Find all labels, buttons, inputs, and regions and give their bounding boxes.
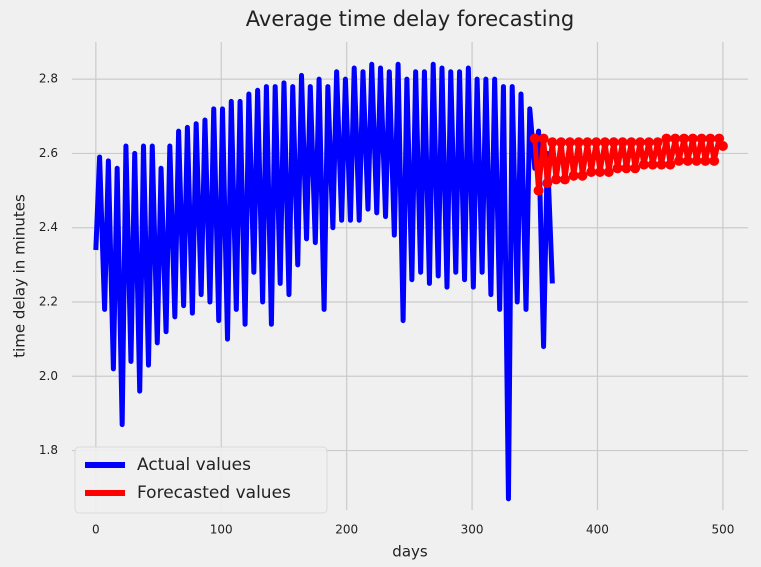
- point: [643, 137, 654, 148]
- x-tick-label: 400: [586, 523, 609, 537]
- y-tick-label: 2.6: [39, 146, 58, 160]
- point: [542, 178, 553, 189]
- x-tick-label: 100: [210, 523, 233, 537]
- series-line: [93, 61, 555, 502]
- point: [696, 133, 707, 144]
- plot-area: [93, 61, 728, 502]
- point: [533, 185, 544, 196]
- point: [586, 167, 597, 177]
- x-tick-label: 300: [461, 523, 484, 537]
- y-tick-label: 1.8: [39, 443, 58, 457]
- point: [600, 137, 611, 148]
- point: [717, 141, 728, 151]
- point: [582, 137, 593, 148]
- x-tick-label: 500: [711, 523, 734, 537]
- point: [670, 133, 681, 144]
- x-axis-label: days: [392, 543, 428, 561]
- point: [709, 155, 720, 166]
- y-tick-label: 2.4: [39, 220, 58, 234]
- point: [591, 137, 602, 148]
- legend-label: Actual values: [137, 455, 251, 475]
- point: [714, 133, 725, 144]
- point: [674, 155, 685, 166]
- point: [682, 155, 693, 166]
- point: [647, 159, 658, 170]
- y-tick-label: 2.2: [39, 295, 58, 309]
- x-tick-label: 0: [92, 523, 100, 537]
- point: [595, 167, 606, 177]
- point: [687, 133, 698, 144]
- point: [638, 159, 649, 170]
- point: [691, 155, 702, 166]
- point: [626, 137, 637, 148]
- point: [612, 163, 623, 174]
- point: [621, 163, 632, 174]
- point: [564, 137, 575, 148]
- point: [617, 137, 628, 148]
- y-tick-label: 2.8: [39, 72, 58, 86]
- point: [551, 174, 562, 185]
- point: [556, 137, 567, 148]
- legend-label: Forecasted values: [137, 483, 291, 503]
- point: [656, 159, 667, 170]
- point: [573, 137, 584, 148]
- point: [608, 137, 619, 148]
- point: [630, 163, 641, 174]
- point: [529, 133, 540, 144]
- point: [700, 155, 711, 166]
- point: [577, 170, 588, 181]
- point: [665, 159, 676, 170]
- legend: Actual values Forecasted values: [74, 446, 328, 514]
- point: [603, 167, 614, 177]
- legend-box: [74, 446, 328, 514]
- x-tick-label: 200: [335, 523, 358, 537]
- point: [635, 137, 646, 148]
- point: [568, 170, 579, 181]
- point: [547, 137, 558, 148]
- point: [538, 133, 549, 144]
- point: [679, 133, 690, 144]
- chart-title: Average time delay forecasting: [246, 7, 574, 31]
- point: [705, 133, 716, 144]
- y-axis-label: time delay in minutes: [11, 194, 29, 358]
- point: [559, 174, 570, 185]
- y-tick-label: 2.0: [39, 369, 58, 383]
- point: [661, 133, 672, 144]
- point: [652, 137, 663, 148]
